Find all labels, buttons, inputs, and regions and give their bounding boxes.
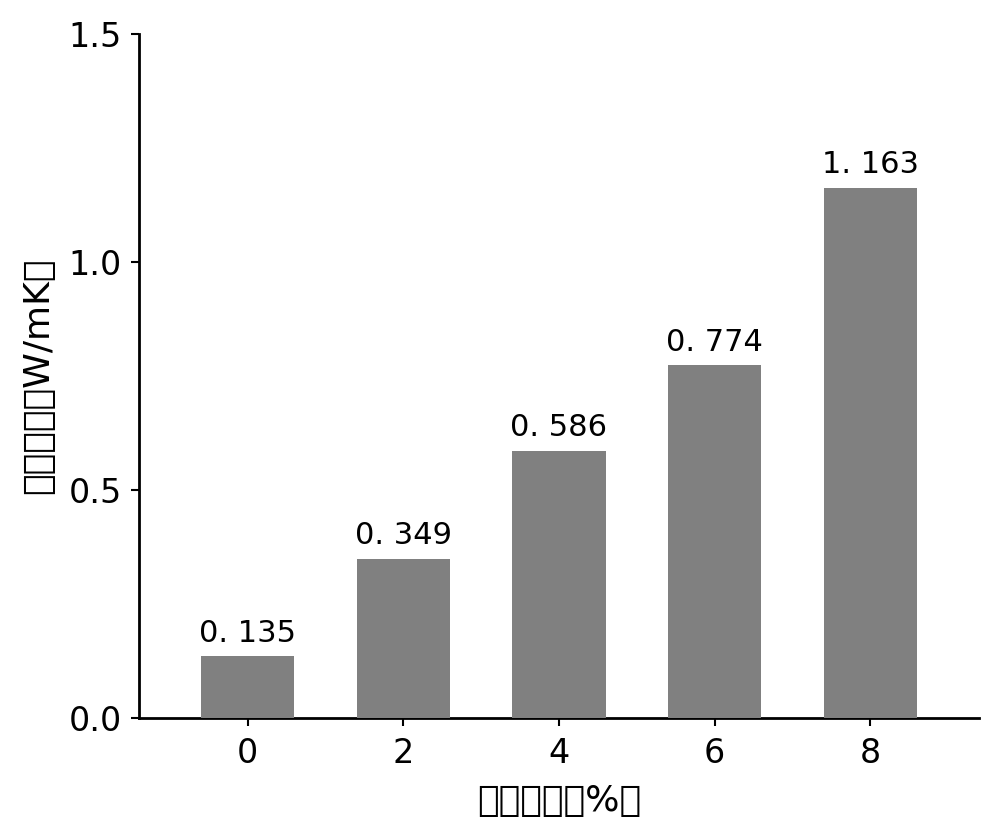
Bar [512,451,606,718]
Text: 0. 774: 0. 774 [666,328,763,357]
X-axis label: 质量分数（%）: 质量分数（%） [477,784,641,818]
Y-axis label: 导热系数（W/mK）: 导热系数（W/mK） [21,258,55,494]
Text: 0. 135: 0. 135 [199,619,296,648]
Text: 1. 163: 1. 163 [822,150,919,180]
Text: 0. 586: 0. 586 [510,414,607,442]
Bar [668,365,761,718]
Bar [357,559,450,718]
Text: 0. 349: 0. 349 [355,522,452,550]
Bar [201,656,294,718]
Bar [824,187,917,718]
